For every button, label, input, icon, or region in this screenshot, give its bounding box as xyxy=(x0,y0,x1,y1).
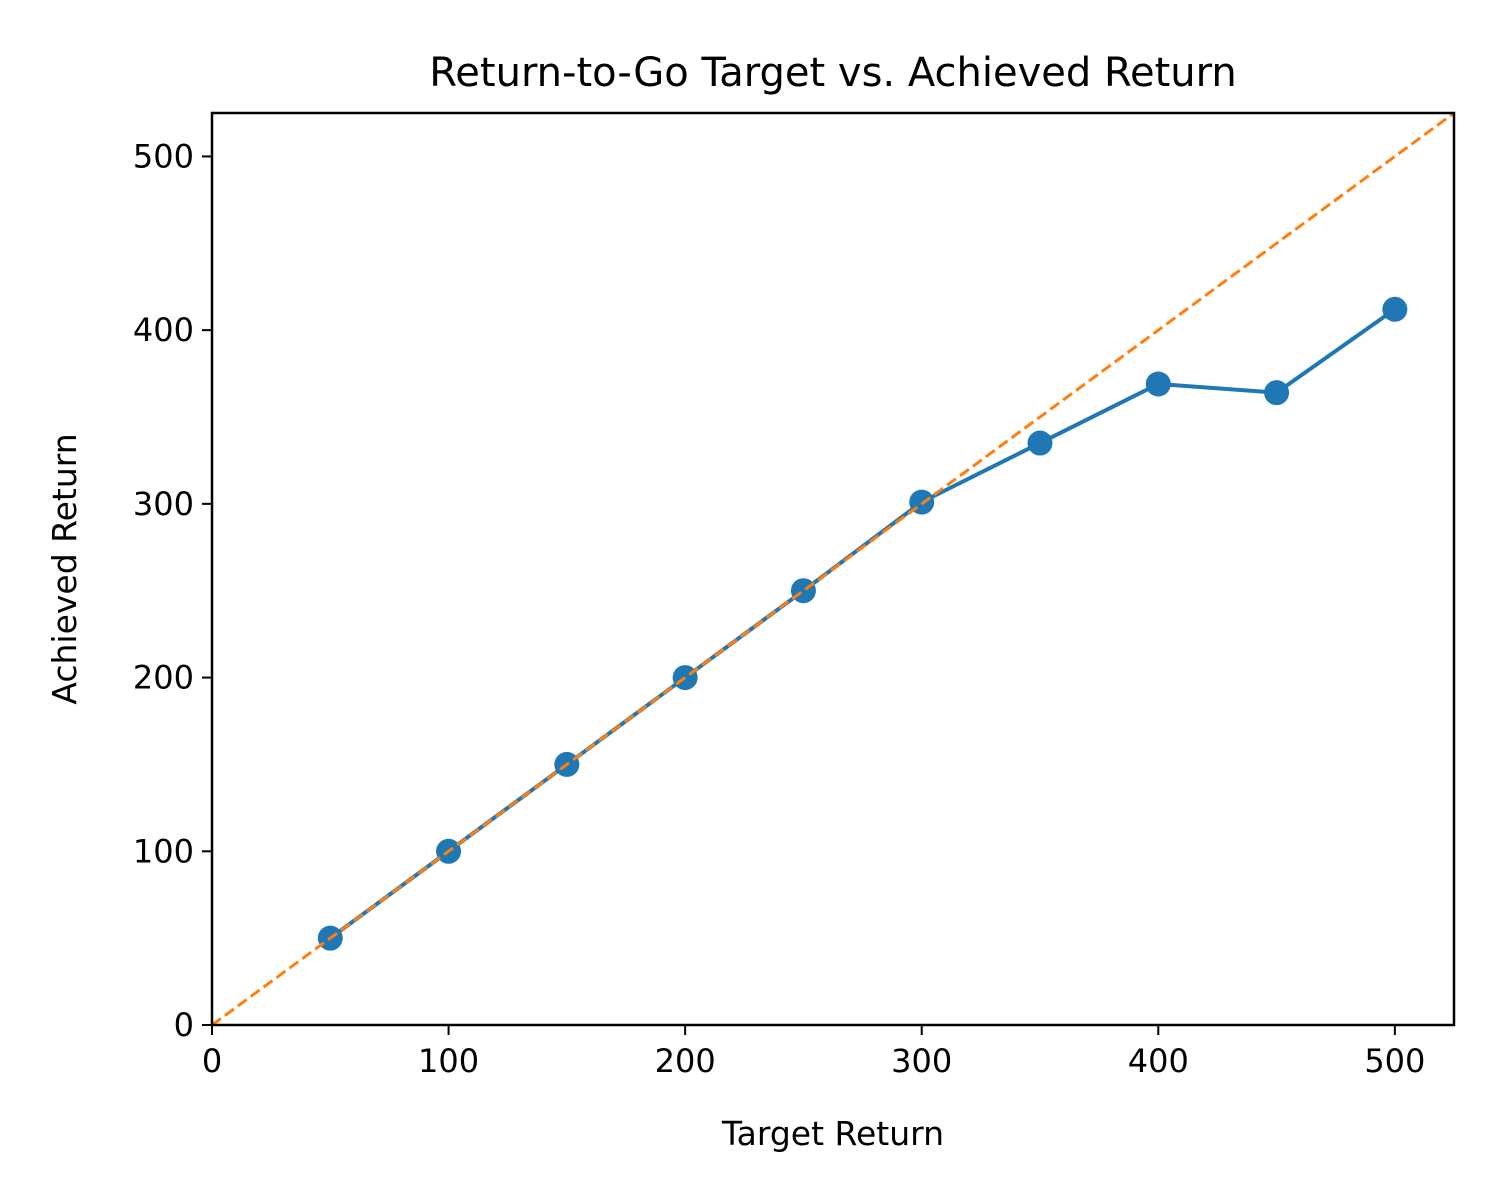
y-tick-label: 200 xyxy=(133,659,194,697)
y-axis-label: Achieved Return xyxy=(45,433,84,704)
chart-title: Return-to-Go Target vs. Achieved Return xyxy=(429,50,1236,96)
x-tick-label: 100 xyxy=(418,1042,479,1080)
y-tick-label: 100 xyxy=(133,832,194,870)
x-tick-label: 300 xyxy=(891,1042,952,1080)
y-tick-label: 500 xyxy=(133,137,194,175)
x-tick-label: 400 xyxy=(1128,1042,1189,1080)
achieved-return-point xyxy=(672,665,698,691)
achieved-return-point xyxy=(1145,371,1171,397)
series-layer xyxy=(211,111,1455,1027)
y-tick-label: 400 xyxy=(133,311,194,349)
x-axis-label: Target Return xyxy=(721,1114,944,1153)
y-tick-label: 0 xyxy=(174,1006,194,1044)
achieved-return-point xyxy=(1382,296,1408,322)
achieved-return-point xyxy=(790,578,816,604)
plot-frame xyxy=(210,111,1456,1027)
y-tick-label: 300 xyxy=(133,485,194,523)
x-tick-label: 500 xyxy=(1364,1042,1425,1080)
x-tick-label: 200 xyxy=(655,1042,716,1080)
x-axis: 0 100 200 300 400 500 xyxy=(202,1025,1425,1080)
x-tick-label: 0 xyxy=(202,1042,222,1080)
y-axis: 0 100 200 300 400 500 xyxy=(133,137,212,1044)
plot-area xyxy=(210,111,1456,1027)
achieved-return-point xyxy=(1027,430,1053,456)
ideal-reference-line xyxy=(211,111,1455,1027)
achieved-return-point xyxy=(1264,380,1290,406)
